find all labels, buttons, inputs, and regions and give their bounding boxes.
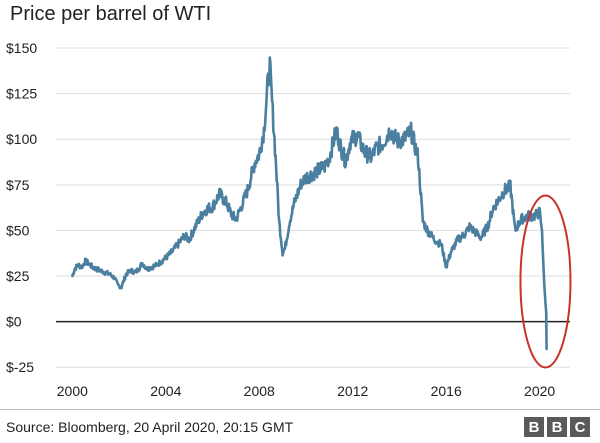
bbc-logo-letter: C — [570, 417, 590, 437]
x-tick-label: 2012 — [337, 383, 368, 399]
footer-divider — [0, 409, 600, 410]
y-tick-label: $75 — [6, 177, 30, 193]
x-tick-label: 2008 — [244, 383, 275, 399]
bbc-logo-letter: B — [547, 417, 567, 437]
y-tick-label: $25 — [6, 268, 30, 284]
source-note: Source: Bloomberg, 20 April 2020, 20:15 … — [6, 419, 294, 435]
chart-title: Price per barrel of WTI — [10, 3, 212, 25]
y-tick-label: $125 — [6, 86, 37, 102]
y-tick-label: $-25 — [6, 359, 34, 375]
x-axis-tick-labels: 2000 2004 2008 2012 2016 2020 — [57, 383, 556, 399]
y-tick-label: $100 — [6, 131, 37, 147]
bbc-logo-letter: B — [524, 417, 544, 437]
bbc-logo: B B C — [524, 417, 590, 437]
y-tick-label: $150 — [6, 40, 37, 56]
y-axis-tick-labels: $150 $125 $100 $75 $50 $25 $0 $-25 — [6, 40, 37, 375]
wti-price-line — [71, 56, 548, 351]
chart-area: $150 $125 $100 $75 $50 $25 $0 $-25 2000 2004 2008… — [6, 40, 572, 399]
y-tick-label: $50 — [6, 222, 30, 238]
x-tick-label: 2016 — [431, 383, 462, 399]
y-tick-label: $0 — [6, 314, 22, 330]
x-tick-label: 2020 — [524, 383, 555, 399]
gridlines — [56, 47, 570, 368]
x-tick-label: 2004 — [150, 383, 181, 399]
x-tick-label: 2000 — [57, 383, 88, 399]
crash-highlight-ellipse — [519, 194, 572, 369]
